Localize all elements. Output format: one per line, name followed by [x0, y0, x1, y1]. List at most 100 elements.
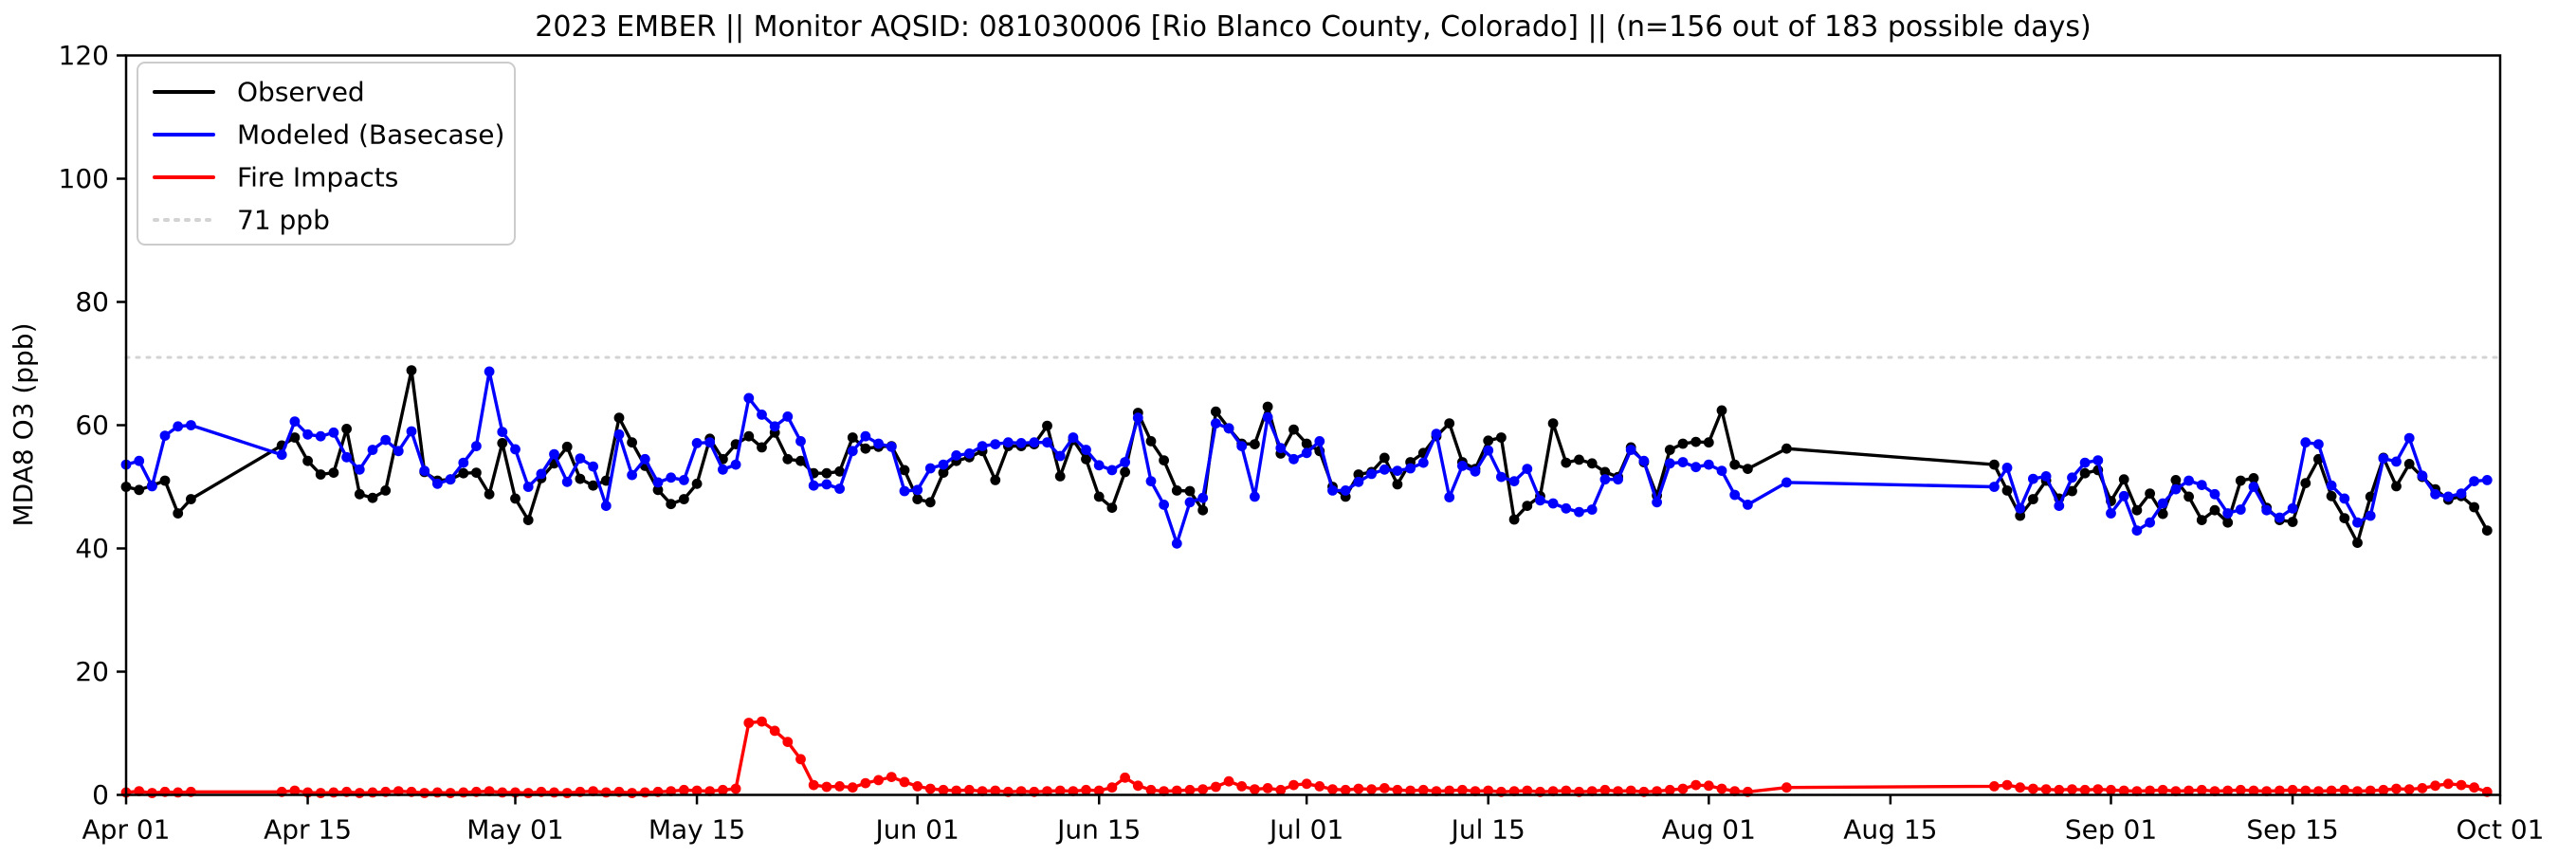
data-point-observed — [666, 499, 677, 510]
data-point-modeled-basecase — [1093, 460, 1105, 471]
y-tick-label: 20 — [75, 656, 109, 687]
data-point-observed — [2403, 459, 2415, 469]
data-point-fire-impacts — [2067, 784, 2077, 794]
data-point-fire-impacts — [561, 788, 573, 798]
data-point-observed — [2145, 488, 2156, 499]
data-point-fire-impacts — [2106, 784, 2116, 795]
data-point-modeled-basecase — [2417, 470, 2428, 482]
data-point-modeled-basecase — [2456, 488, 2467, 499]
data-point-observed — [380, 485, 392, 496]
data-point-fire-impacts — [743, 718, 755, 728]
data-point-fire-impacts — [1120, 772, 1130, 783]
data-point-fire-impacts — [1522, 785, 1533, 796]
data-point-modeled-basecase — [2403, 432, 2415, 444]
data-point-observed — [899, 465, 910, 476]
data-point-modeled-basecase — [1068, 432, 1079, 443]
data-point-fire-impacts — [2079, 784, 2091, 795]
data-point-modeled-basecase — [691, 438, 703, 448]
data-point-modeled-basecase — [134, 455, 145, 466]
data-point-observed — [1444, 418, 1455, 428]
data-point-fire-impacts — [1417, 784, 1429, 795]
data-point-modeled-basecase — [1743, 500, 1753, 510]
data-point-modeled-basecase — [2131, 525, 2143, 536]
data-point-modeled-basecase — [2106, 508, 2116, 519]
data-point-observed — [2131, 504, 2143, 516]
data-point-fire-impacts — [1703, 780, 1714, 792]
data-point-modeled-basecase — [1716, 465, 1727, 476]
data-point-modeled-basecase — [2261, 504, 2273, 516]
data-point-modeled-basecase — [2222, 508, 2234, 519]
data-point-modeled-basecase — [2391, 456, 2402, 467]
data-point-modeled-basecase — [627, 469, 637, 481]
data-point-fire-impacts — [2145, 785, 2156, 796]
data-point-fire-impacts — [782, 737, 794, 747]
data-point-fire-impacts — [2391, 783, 2402, 794]
x-tick-label: May 15 — [649, 814, 745, 846]
data-point-observed — [575, 473, 586, 484]
data-point-observed — [1120, 466, 1130, 478]
data-point-fire-impacts — [1366, 784, 1377, 794]
y-tick-label: 120 — [59, 40, 109, 71]
legend: Observed Modeled (Basecase) Fire Impacts 71… — [137, 62, 516, 246]
data-point-fire-impacts — [1093, 785, 1105, 796]
data-point-modeled-basecase — [912, 484, 923, 496]
data-point-modeled-basecase — [2079, 457, 2091, 468]
data-point-fire-impacts — [2222, 785, 2234, 796]
data-point-fire-impacts — [2183, 785, 2195, 796]
data-point-fire-impacts — [2300, 785, 2311, 796]
data-point-observed — [289, 432, 301, 443]
data-point-modeled-basecase — [1003, 437, 1014, 448]
data-point-modeled-basecase — [1652, 497, 1662, 508]
data-point-observed — [1081, 453, 1091, 465]
data-point-observed — [1301, 438, 1312, 449]
data-point-fire-impacts — [445, 788, 456, 798]
data-point-modeled-basecase — [1703, 459, 1714, 470]
data-point-observed — [691, 478, 703, 489]
data-point-observed — [2196, 515, 2207, 525]
data-point-modeled-basecase — [575, 453, 586, 464]
data-point-fire-impacts — [147, 788, 157, 798]
data-point-fire-impacts — [315, 788, 326, 798]
data-point-modeled-basecase — [1236, 441, 1248, 451]
y-tick-label: 100 — [59, 163, 109, 194]
data-point-fire-impacts — [1690, 779, 1702, 791]
data-point-modeled-basecase — [1223, 423, 1234, 434]
data-point-modeled-basecase — [1042, 437, 1052, 448]
data-point-observed — [1547, 418, 1559, 428]
data-point-modeled-basecase — [1586, 504, 1598, 515]
data-point-fire-impacts — [2403, 784, 2415, 794]
data-point-modeled-basecase — [393, 446, 404, 457]
data-point-fire-impacts — [1444, 785, 1455, 796]
data-point-modeled-basecase — [1353, 476, 1364, 487]
data-point-observed — [912, 494, 923, 504]
data-point-observed — [1716, 405, 1727, 416]
data-point-modeled-basecase — [704, 437, 716, 448]
data-point-modeled-basecase — [289, 416, 301, 427]
data-point-observed — [1145, 436, 1157, 447]
data-point-observed — [1262, 401, 1273, 412]
data-point-fire-impacts — [1262, 783, 1273, 793]
data-point-observed — [795, 455, 806, 466]
data-point-modeled-basecase — [1081, 445, 1091, 455]
data-point-modeled-basecase — [2352, 517, 2363, 528]
data-point-fire-impacts — [2248, 785, 2259, 796]
data-point-fire-impacts — [1236, 781, 1248, 792]
data-point-modeled-basecase — [1535, 495, 1545, 506]
data-point-modeled-basecase — [1677, 457, 1689, 467]
data-point-fire-impacts — [2196, 784, 2207, 795]
data-point-observed — [588, 480, 598, 491]
data-point-fire-impacts — [1197, 784, 1209, 794]
data-point-fire-impacts — [1275, 784, 1287, 795]
data-point-fire-impacts — [354, 788, 365, 798]
data-point-modeled-basecase — [173, 421, 184, 432]
data-point-modeled-basecase — [2183, 475, 2195, 486]
data-point-fire-impacts — [1379, 783, 1390, 793]
y-tick-label: 80 — [75, 286, 109, 318]
data-point-fire-impacts — [873, 775, 884, 786]
data-point-fire-impacts — [912, 781, 923, 792]
data-point-modeled-basecase — [315, 430, 326, 442]
data-point-modeled-basecase — [924, 463, 936, 474]
data-point-modeled-basecase — [2442, 491, 2454, 502]
data-point-observed — [847, 432, 858, 443]
